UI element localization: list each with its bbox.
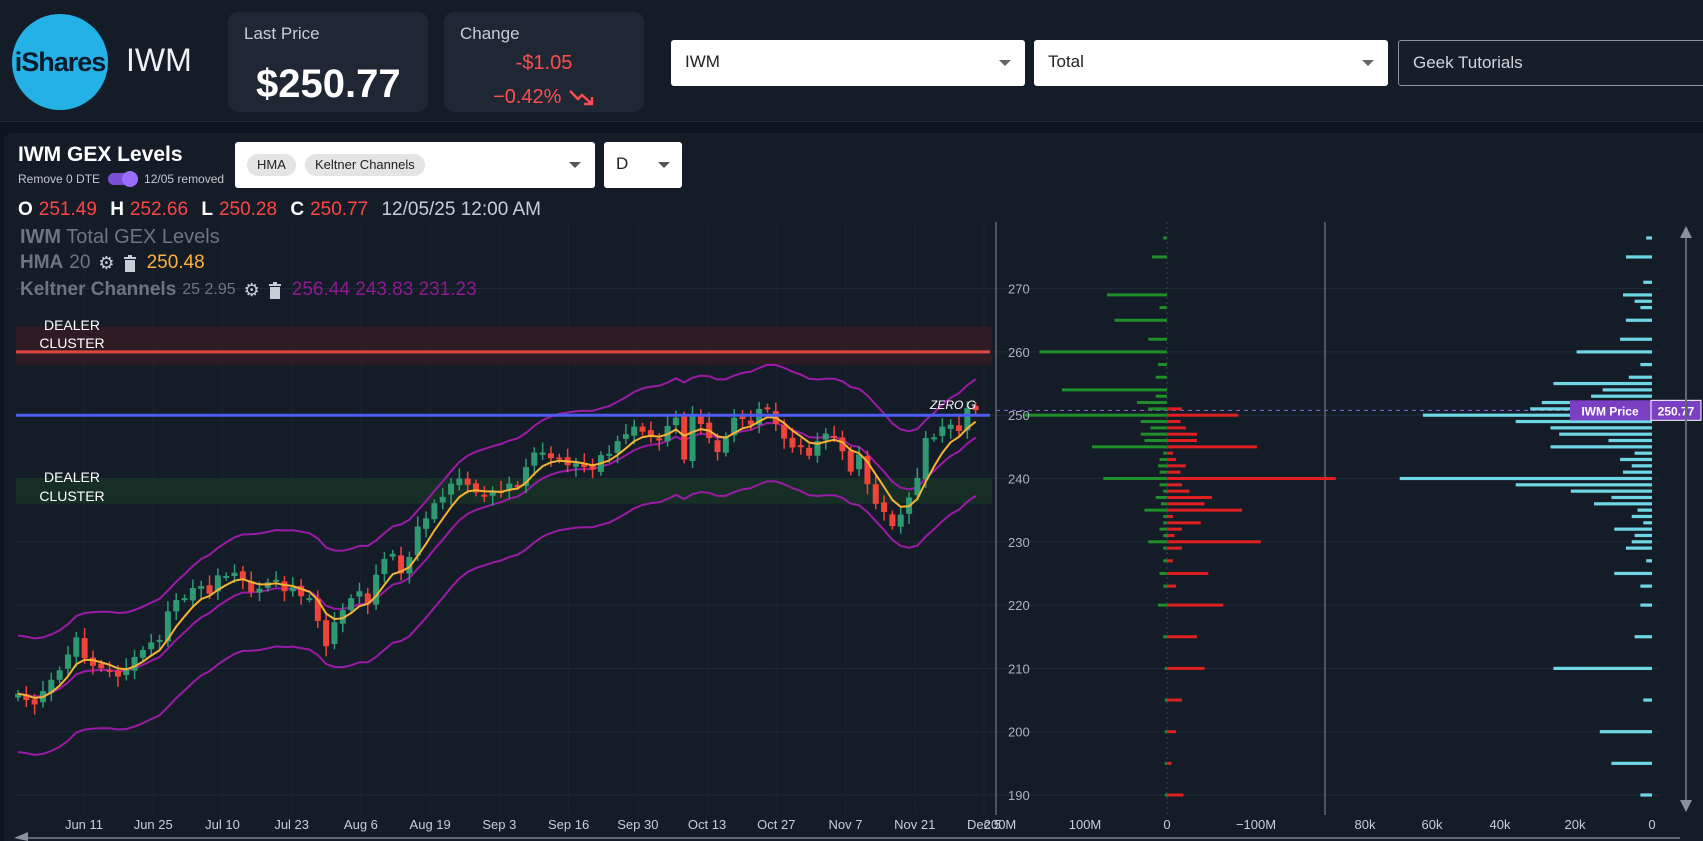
hma-legend-period: 20 <box>69 252 91 273</box>
last-price-value: $250.77 <box>256 62 401 106</box>
open-label: O <box>18 199 33 220</box>
trend-down-icon <box>569 90 594 106</box>
change-value: -$1.05 <box>515 52 573 74</box>
indicator-chip-hma[interactable]: HMA <box>247 154 296 176</box>
hma-legend: HMA 20 ⚙ 250.48 <box>20 252 205 274</box>
indicator-chip-keltner[interactable]: Keltner Channels <box>305 154 425 176</box>
remove-0dte-label: Remove 0 DTE <box>18 172 101 186</box>
logo-text: iShares <box>14 46 107 77</box>
remove-0dte-toggle[interactable] <box>108 171 139 187</box>
low-value: 250.28 <box>218 199 278 220</box>
trash-icon[interactable] <box>123 254 137 272</box>
remove-0dte-row: Remove 0 DTE 12/05 removed <box>18 171 225 187</box>
symbol-select[interactable]: IWM <box>671 40 1025 86</box>
change-card: Change -$1.05 −0.42% <box>444 12 644 112</box>
gex-type-select[interactable]: Total <box>1034 40 1388 86</box>
series-legend: IWM Total GEX Levels <box>20 226 220 249</box>
gex-type-select-value: Total <box>1048 52 1084 71</box>
change-percent: −0.42% <box>493 86 562 108</box>
high-label: H <box>110 199 124 220</box>
keltner-legend-values: 256.44 243.83 231.23 <box>291 279 477 300</box>
interval-select[interactable]: D <box>604 142 682 188</box>
change-percent-row: −0.42% <box>444 86 644 109</box>
bar-datetime: 12/05/25 12:00 AM <box>381 199 541 220</box>
gear-icon[interactable]: ⚙ <box>243 279 260 300</box>
keltner-legend-params: 25 2.95 <box>182 281 236 298</box>
open-value: 251.49 <box>38 199 97 220</box>
top-bar: iShares IWM Last Price $250.77 Change -$… <box>0 0 1703 122</box>
ticker-symbol: IWM <box>126 42 192 78</box>
chart-panel <box>4 133 1703 841</box>
close-value: 250.77 <box>310 199 369 220</box>
toggle-knob <box>122 171 139 187</box>
hma-legend-value: 250.48 <box>146 252 205 273</box>
keltner-legend-label: Keltner Channels <box>20 279 177 300</box>
hma-legend-label: HMA <box>20 252 64 273</box>
chevron-down-icon <box>569 162 581 168</box>
trash-icon[interactable] <box>268 281 282 299</box>
geek-tutorials-select[interactable]: Geek Tutorials <box>1398 40 1703 86</box>
last-price-card: Last Price $250.77 <box>228 12 428 112</box>
indicator-select[interactable]: HMA Keltner Channels <box>235 142 595 188</box>
chevron-down-icon <box>658 162 670 168</box>
panel-title: IWM GEX Levels <box>18 143 183 166</box>
ishares-logo: iShares <box>12 14 108 110</box>
change-label: Change <box>460 24 520 43</box>
interval-value: D <box>616 154 629 173</box>
ohlc-row: O 251.49 H 252.66 L 250.28 C 250.77 12/05/25… <box>18 199 541 221</box>
gear-icon[interactable]: ⚙ <box>98 252 115 273</box>
series-symbol: IWM <box>20 226 62 248</box>
removed-date-label: 12/05 removed <box>144 172 225 186</box>
symbol-select-value: IWM <box>685 52 720 71</box>
series-title: Total GEX Levels <box>66 226 220 248</box>
last-price-label: Last Price <box>244 24 320 43</box>
chevron-down-icon <box>1362 60 1374 66</box>
keltner-legend: Keltner Channels 25 2.95 ⚙ 256.44 243.83… <box>20 279 477 301</box>
high-value: 252.66 <box>129 199 189 220</box>
chevron-down-icon <box>999 60 1011 66</box>
low-label: L <box>201 199 213 220</box>
close-label: C <box>290 199 305 220</box>
